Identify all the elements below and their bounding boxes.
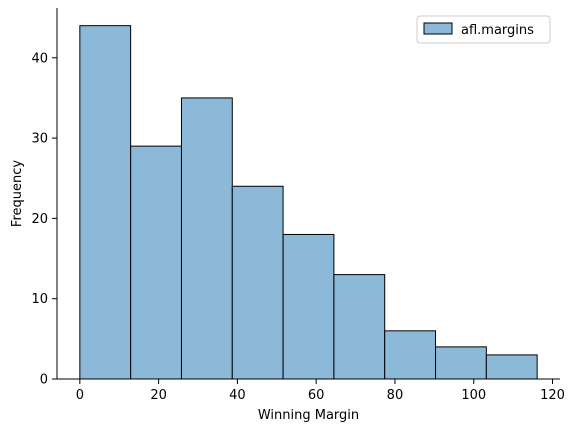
y-tick-label: 20 (31, 212, 48, 227)
y-tick-label: 30 (31, 132, 48, 147)
y-tick-label: 0 (40, 373, 48, 388)
histogram-bar (130, 145, 182, 380)
histogram-bar (180, 97, 233, 380)
x-tick-label: 80 (387, 388, 404, 403)
x-tick-label: 120 (540, 388, 565, 403)
x-tick-label: 20 (150, 388, 167, 403)
histogram-bar (384, 330, 437, 380)
legend-entry-afl-margins: afl.margins (461, 23, 534, 38)
y-ticks-group: 0 10 20 30 40 (31, 51, 57, 388)
legend: afl.margins (416, 15, 551, 44)
histogram-bar (282, 233, 335, 380)
legend-swatch (423, 22, 453, 35)
x-tick-label: 60 (308, 388, 325, 403)
histogram-bar (231, 185, 284, 380)
bars-group (79, 25, 538, 380)
histogram-bar (79, 25, 132, 380)
x-tick-label: 0 (76, 388, 84, 403)
y-tick-label: 10 (31, 292, 48, 307)
x-ticks-group: 0 20 40 60 80 100 120 (76, 379, 565, 403)
y-axis-label: Frequency (10, 160, 25, 227)
y-tick-label: 40 (31, 51, 48, 66)
histogram-bar (435, 346, 487, 380)
x-axis-label: Winning Margin (258, 408, 359, 423)
histogram-bar (485, 354, 538, 380)
histogram-bar (333, 274, 386, 380)
x-tick-label: 100 (461, 388, 486, 403)
axes-group (56, 8, 560, 380)
x-tick-label: 40 (229, 388, 246, 403)
